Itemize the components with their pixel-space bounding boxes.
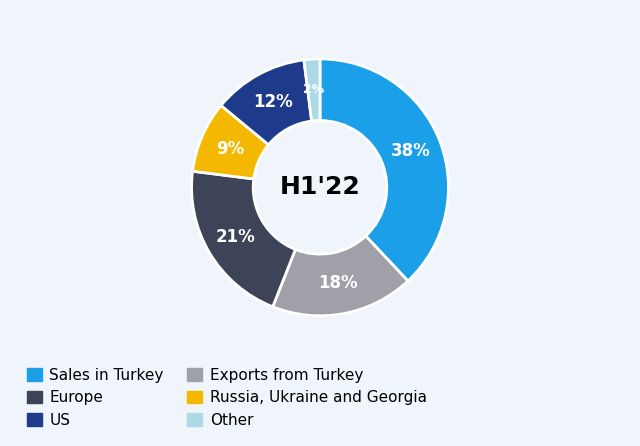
Wedge shape (193, 105, 269, 179)
Text: 38%: 38% (391, 142, 431, 161)
Text: 2%: 2% (303, 83, 324, 96)
Wedge shape (221, 60, 312, 145)
Wedge shape (273, 236, 408, 316)
Text: 12%: 12% (253, 93, 293, 111)
Text: 18%: 18% (319, 274, 358, 292)
Text: H1'22: H1'22 (280, 175, 360, 199)
Wedge shape (320, 59, 449, 281)
Text: 21%: 21% (216, 228, 256, 246)
Wedge shape (304, 59, 320, 121)
Legend: Sales in Turkey, Europe, US, Exports from Turkey, Russia, Ukraine and Georgia, O: Sales in Turkey, Europe, US, Exports fro… (20, 361, 433, 434)
Wedge shape (191, 171, 296, 307)
Text: 9%: 9% (216, 140, 244, 157)
